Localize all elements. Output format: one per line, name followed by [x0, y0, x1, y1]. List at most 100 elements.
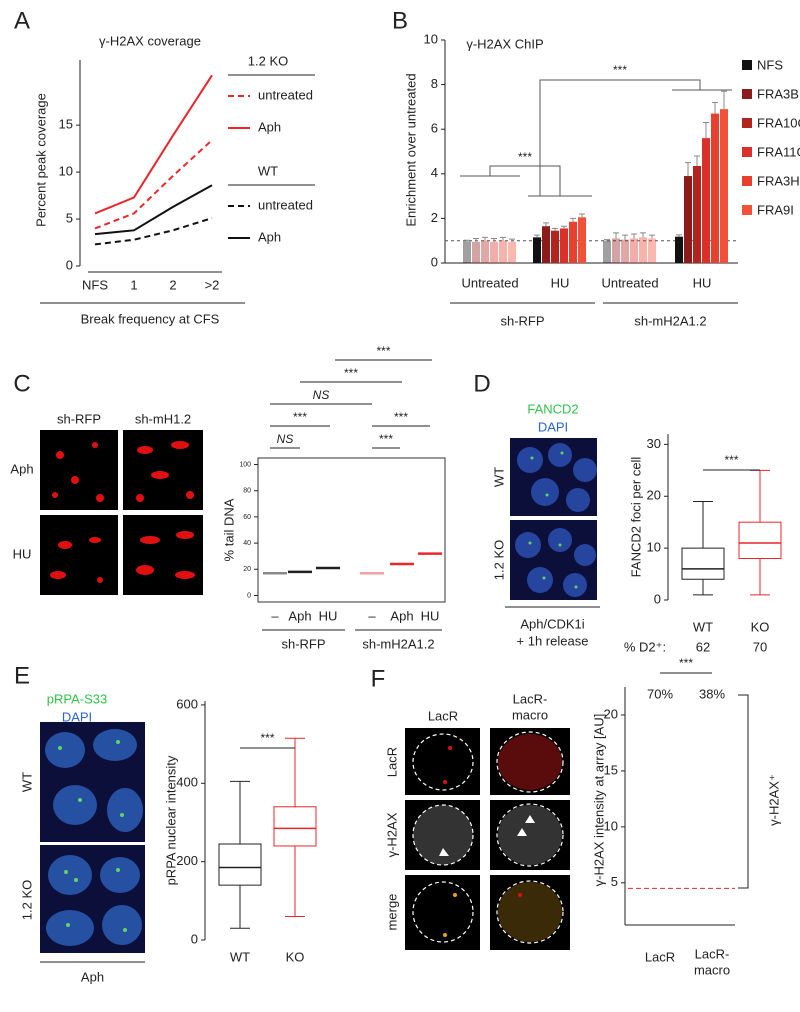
bar [639, 237, 647, 263]
legend-label: Aph [258, 229, 281, 244]
footer-value: 62 [696, 639, 710, 654]
y-axis-label: % tail DNA [221, 498, 236, 561]
legend-label: untreated [258, 197, 313, 212]
legend-group: 1.2 KO [248, 53, 288, 68]
error-bar [613, 232, 619, 239]
y-tick-label: 20 [243, 566, 251, 573]
image-label: 1.2 KO [491, 540, 506, 580]
bar [542, 226, 550, 263]
bar [684, 176, 692, 263]
image-label: LacR [384, 747, 399, 777]
y-tick-label: 6 [431, 121, 438, 136]
x-tick-label: HU [693, 275, 712, 290]
error-bar [721, 90, 727, 110]
multiline-label: macro [694, 962, 730, 977]
legend-label: FRA3He [757, 173, 800, 188]
legend-swatch [742, 147, 752, 157]
error-bar [712, 101, 718, 114]
x-tick-label: 1 [130, 277, 137, 292]
x-tick-label: KO [286, 949, 305, 964]
multiline-label: LacR- [695, 946, 730, 961]
y-tick-label: 0 [654, 591, 661, 606]
bar [711, 113, 719, 263]
error-bar [473, 237, 479, 242]
y-axis-label: FANCD2 foci per cell [628, 457, 643, 578]
y-tick-label: 600 [176, 696, 198, 711]
y-tick-label: 80 [243, 488, 251, 495]
footer-value: 70 [753, 639, 767, 654]
y-tick-label: 10 [647, 540, 661, 555]
group-label: sh-mH2A1.2 [634, 313, 706, 328]
bar [569, 221, 577, 263]
x-tick-label: Aph [288, 608, 311, 623]
bar [693, 165, 701, 263]
y-tick-label: 0 [66, 257, 73, 272]
bar [472, 241, 480, 263]
error-bar [552, 227, 558, 231]
y-axis-label: Percent peak coverage [33, 93, 48, 227]
multiline-label: macro [512, 707, 548, 722]
y-tick-label: 20 [604, 706, 618, 721]
image-label: merge [384, 894, 399, 931]
bar [648, 238, 656, 263]
x-axis-label: Break frequency at CFS [81, 311, 220, 326]
lacr-images [405, 728, 570, 950]
significance: *** [293, 410, 307, 424]
bar [578, 217, 586, 263]
y-tick-label: 2 [431, 210, 438, 225]
x-tick-label: HU [319, 608, 338, 623]
bar [490, 241, 498, 263]
image-label: WT [19, 772, 34, 792]
panel-letter: A [14, 7, 30, 34]
error-bar [685, 162, 691, 177]
legend-label: FRA10C [757, 115, 800, 130]
data-line [94, 74, 213, 215]
y-axis-label: Enrichment over untreated [403, 73, 418, 226]
y-tick-label: 5 [66, 210, 73, 225]
y-tick-label: 30 [647, 436, 661, 451]
x-tick-label: WT [230, 949, 250, 964]
bar [551, 230, 559, 263]
error-bar [579, 213, 585, 218]
y-tick-label: 40 [243, 540, 251, 547]
bar [560, 228, 568, 263]
image-label: Aph [10, 461, 33, 476]
significance: *** [613, 63, 627, 77]
x-tick-label: HU [421, 608, 440, 623]
bracket [460, 165, 592, 197]
channel-label: pRPA-S33 [47, 691, 107, 706]
bracket [738, 694, 749, 889]
box [218, 843, 262, 886]
image-label: WT [491, 467, 506, 487]
group-label: sh-mH2A1.2 [362, 636, 434, 651]
bar [481, 240, 489, 263]
prpa-images [40, 722, 145, 953]
x-tick-label: WT [693, 619, 713, 634]
channel-label: DAPI [538, 419, 568, 434]
legend-label: NFS [757, 57, 783, 72]
legend-group: WT [258, 163, 278, 178]
y-tick-label: 8 [431, 76, 438, 91]
error-bar [649, 234, 655, 239]
error-bar [703, 122, 709, 139]
y-tick-label: 400 [176, 775, 198, 790]
y-tick-label: 10 [604, 818, 618, 833]
x-tick-label: KO [751, 619, 770, 634]
box [681, 547, 725, 580]
x-tick-label: – [368, 608, 376, 623]
x-tick-label: – [271, 608, 279, 623]
legend-swatch [742, 118, 752, 128]
percent-label: 38% [699, 686, 725, 701]
multiline-label: LacR- [513, 691, 548, 706]
error-bar [464, 239, 470, 242]
y-tick-label: 10 [59, 164, 73, 179]
chart-title: γ-H2AX ChIP [466, 36, 543, 51]
panel-letter: C [13, 370, 30, 397]
y-tick-label: 0 [247, 592, 251, 599]
group-label: sh-RFP [500, 313, 544, 328]
significance: *** [260, 731, 274, 745]
significance: *** [379, 432, 393, 446]
error-bar [482, 236, 488, 241]
image-label: HU [13, 546, 32, 561]
multiline-label: LacR [428, 708, 458, 723]
